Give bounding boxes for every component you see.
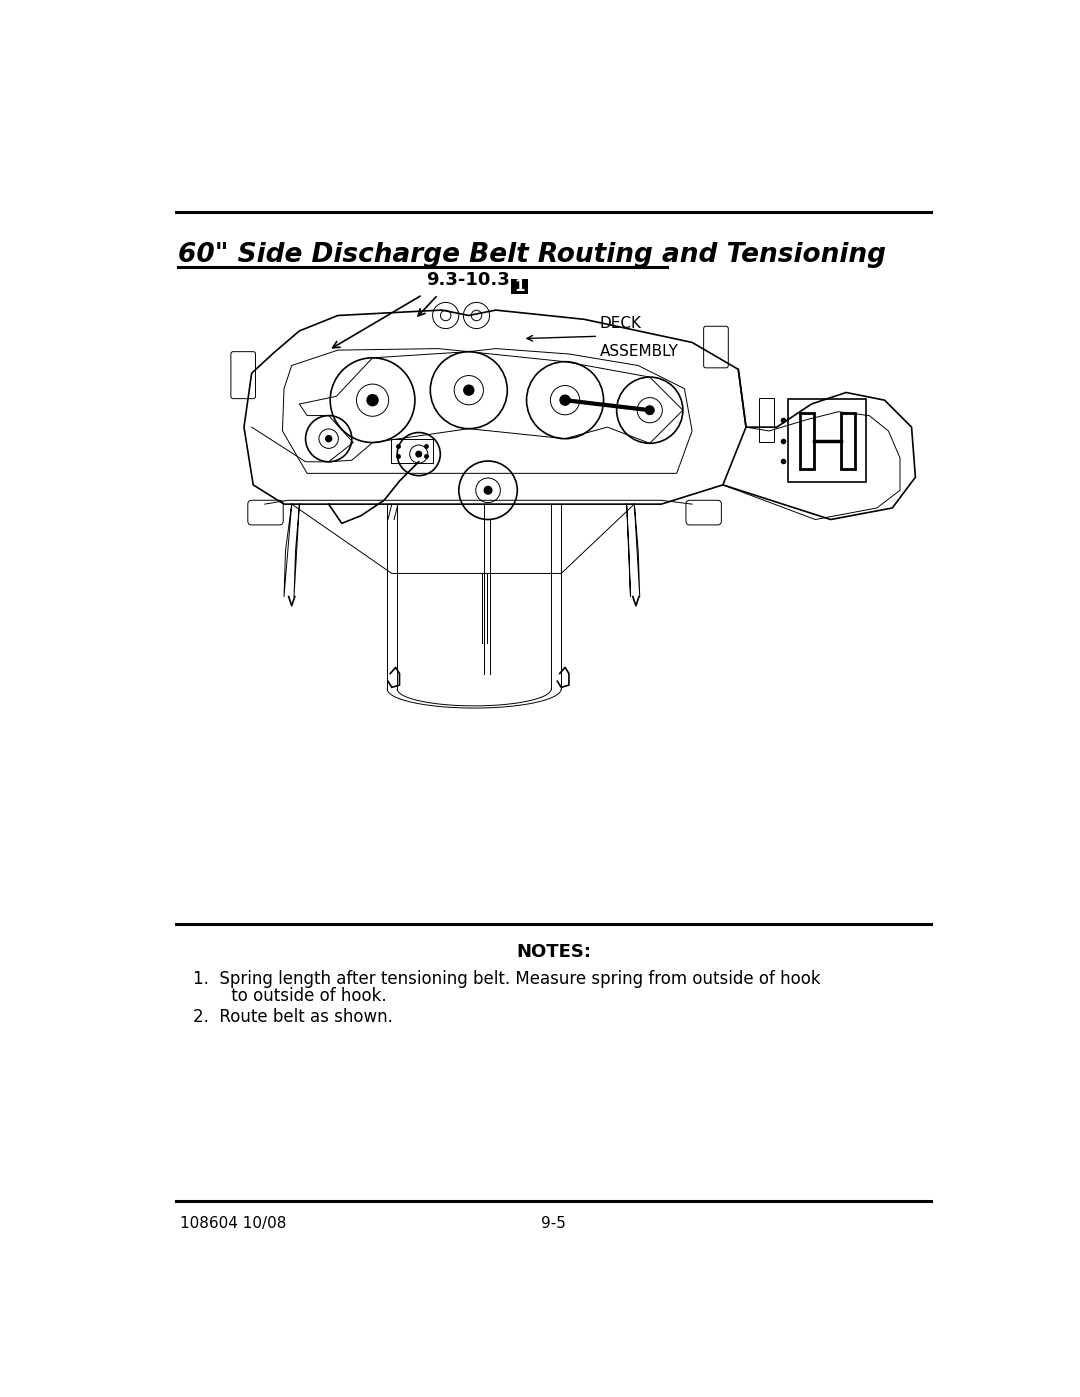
Text: 108604 10/08: 108604 10/08 [180,1217,286,1231]
Circle shape [561,395,570,405]
Text: 9.3-10.3: 9.3-10.3 [427,271,510,289]
Text: DECK: DECK [599,316,642,331]
Text: 1.  Spring length after tensioning belt. Measure spring from outside of hook: 1. Spring length after tensioning belt. … [193,970,821,988]
Circle shape [646,407,654,415]
Text: 1: 1 [514,279,525,293]
Circle shape [416,451,421,457]
Circle shape [484,486,491,495]
Text: ASSEMBLY: ASSEMBLY [599,344,678,359]
Text: to outside of hook.: to outside of hook. [205,986,387,1004]
Circle shape [463,386,474,395]
Text: NOTES:: NOTES: [516,943,591,961]
Text: 2.  Route belt as shown.: 2. Route belt as shown. [193,1009,393,1027]
Text: 60" Side Discharge Belt Routing and Tensioning: 60" Side Discharge Belt Routing and Tens… [178,242,886,268]
FancyBboxPatch shape [511,278,528,293]
Text: 9-5: 9-5 [541,1217,566,1231]
Circle shape [367,395,378,405]
Circle shape [326,436,332,441]
